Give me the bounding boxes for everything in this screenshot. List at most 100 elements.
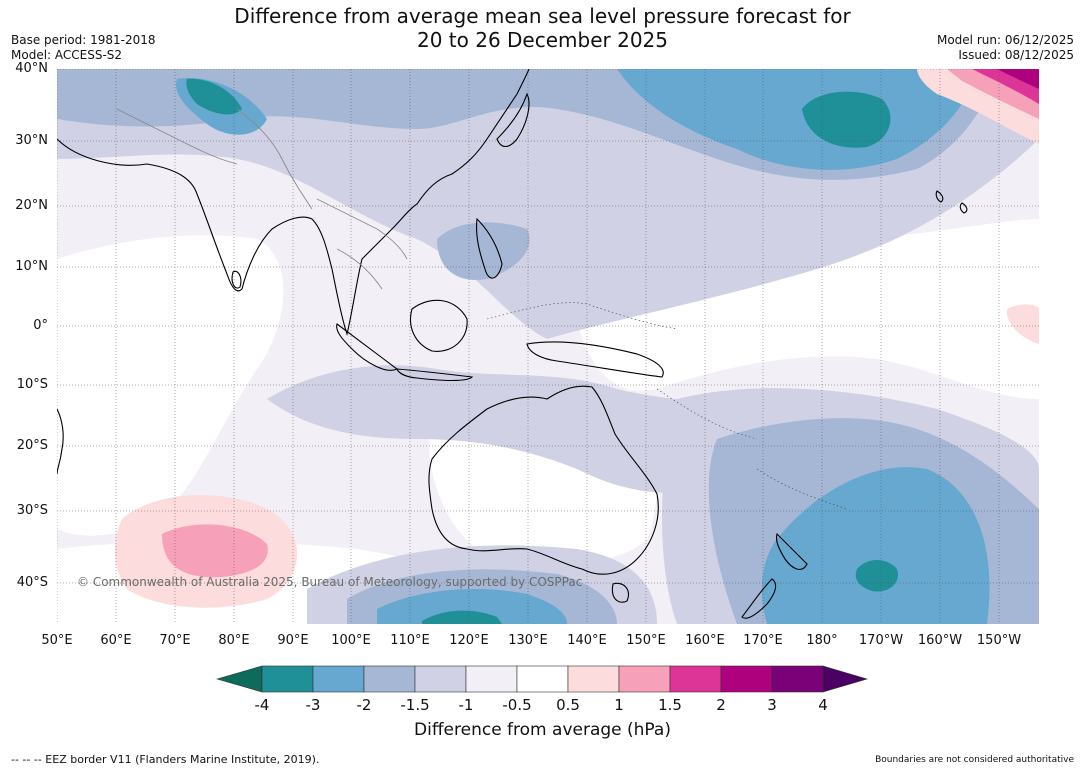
colorbar-tick: -0.5 [502, 696, 532, 714]
anomaly-field-plus1-indian [162, 524, 268, 578]
lon-label: 160°E [685, 633, 725, 648]
lon-label: 160°W [917, 633, 963, 648]
lon-label: 120°E [449, 633, 489, 648]
meta-left: Base period: 1981-2018 Model: ACCESS-S2 [11, 33, 156, 63]
colorbar [216, 665, 869, 693]
colorbar-cells [216, 665, 869, 693]
lon-label: 170°W [858, 633, 904, 648]
colorbar-cell [414, 665, 467, 693]
lon-label: 180° [806, 633, 838, 648]
lon-label: 80°E [218, 633, 250, 648]
lat-label: 0° [33, 318, 48, 333]
colorbar-tick: -1.5 [400, 696, 430, 714]
colorbar-tick: -3 [305, 696, 321, 714]
colorbar-tick: 0.5 [556, 696, 580, 714]
colorbar-tick: 1.5 [658, 696, 682, 714]
colorbar-tick: 1 [614, 696, 624, 714]
lat-label: 30°N [15, 133, 48, 148]
colorbar-cell [516, 665, 569, 693]
coastline-new-zealand-north [775, 532, 808, 570]
colorbar-cell [720, 665, 773, 693]
colorbar-tick: 4 [818, 696, 828, 714]
anomaly-field-plus05-equatorial [1006, 304, 1039, 344]
lon-label: 110°E [390, 633, 430, 648]
lat-label: 20°N [15, 198, 48, 213]
coastline-tasmania [611, 582, 629, 603]
lat-label: 10°S [16, 377, 48, 392]
colorbar-tick: -2 [356, 696, 372, 714]
coastline-se-asia [311, 69, 530, 336]
anomaly-field-minus2-southindian [377, 589, 567, 624]
lon-label: 50°E [41, 633, 73, 648]
lat-label: 40°S [16, 575, 48, 590]
anomaly-field-minus3-south [422, 610, 502, 624]
lat-label: 20°S [16, 438, 48, 453]
coastline-east-africa [57, 408, 64, 475]
lon-label: 150°W [976, 633, 1022, 648]
coastline-arabia-india [57, 138, 313, 292]
model-run: Model run: 06/12/2025 [936, 33, 1074, 47]
colorbar-tick: 3 [767, 696, 777, 714]
colorbar-title: Difference from average (hPa) [414, 720, 671, 740]
title-line-1: Difference from average mean sea level p… [234, 4, 851, 28]
coastline-australia [428, 385, 659, 575]
lon-label: 130°E [508, 633, 548, 648]
colorbar-arrow-min [216, 665, 263, 693]
country-borders [116, 108, 408, 290]
coastline-new-guinea [526, 341, 664, 378]
anomaly-field-neutral-pacific [577, 219, 1039, 399]
lat-label: 30°S [16, 503, 48, 518]
map-title: Difference from average mean sea level p… [0, 4, 1085, 52]
pressure-anomaly-map [57, 69, 1039, 624]
graticule [57, 69, 1039, 624]
coastline-sumatra [336, 323, 399, 371]
lon-label: 100°E [331, 633, 371, 648]
coastline-sri-lanka [231, 270, 242, 289]
title-line-2: 20 to 26 December 2025 [416, 28, 668, 52]
colorbar-cell [771, 665, 824, 693]
anomaly-field-minus1-central [267, 365, 747, 493]
lat-label: 10°N [15, 259, 48, 274]
colorbar-tick: 2 [716, 696, 726, 714]
anomaly-field-neutral-indian [57, 235, 284, 536]
lon-label: 60°E [100, 633, 132, 648]
colorbar-cell [567, 665, 620, 693]
base-period: Base period: 1981-2018 [11, 33, 156, 47]
eez-legend-note: -- -- -- EEZ border V11 (Flanders Marine… [11, 753, 320, 766]
colorbar-tick: -1 [458, 696, 474, 714]
anomaly-field-minus2-tasman [761, 467, 990, 624]
coastlines [57, 69, 968, 619]
boundaries-disclaimer: Boundaries are not considered authoritat… [875, 755, 1074, 765]
lon-label: 170°E [743, 633, 783, 648]
colorbar-cell [669, 665, 722, 693]
colorbar-cell [363, 665, 416, 693]
anomaly-field-minus3-himalaya [186, 78, 242, 115]
model-name: Model: ACCESS-S2 [11, 48, 123, 62]
coastline-borneo [410, 299, 468, 352]
anomaly-field-minus2-northpacific [617, 69, 977, 170]
lon-label: 140°E [567, 633, 607, 648]
lon-label: 70°E [159, 633, 191, 648]
anomaly-field-minus15-philippines [437, 222, 530, 280]
issued-date: Issued: 08/12/2025 [958, 48, 1074, 62]
lon-label: 150°E [626, 633, 666, 648]
lat-label: 40°N [15, 61, 48, 76]
colorbar-cell [312, 665, 365, 693]
coastline-philippines [476, 217, 503, 279]
colorbar-cell [618, 665, 671, 693]
colorbar-cell [261, 665, 314, 693]
copyright-notice: © Commonwealth of Australia 2025, Bureau… [77, 575, 583, 589]
lon-label: 90°E [277, 633, 309, 648]
coastline-japan [496, 92, 530, 148]
coastline-java [396, 368, 474, 382]
colorbar-arrow-max [822, 665, 869, 693]
colorbar-cell [465, 665, 518, 693]
anomaly-field-plus2-northeast [997, 69, 1039, 89]
anomaly-field-minus3-northpacific [802, 91, 891, 148]
coastline-new-zealand-south [741, 578, 777, 619]
eez-borders [486, 302, 848, 510]
meta-right: Model run: 06/12/2025 Issued: 08/12/2025 [937, 33, 1074, 63]
colorbar-tick: -4 [254, 696, 270, 714]
anomaly-field-minus3-tasman [855, 560, 898, 592]
coastline-hawaii [935, 190, 968, 214]
